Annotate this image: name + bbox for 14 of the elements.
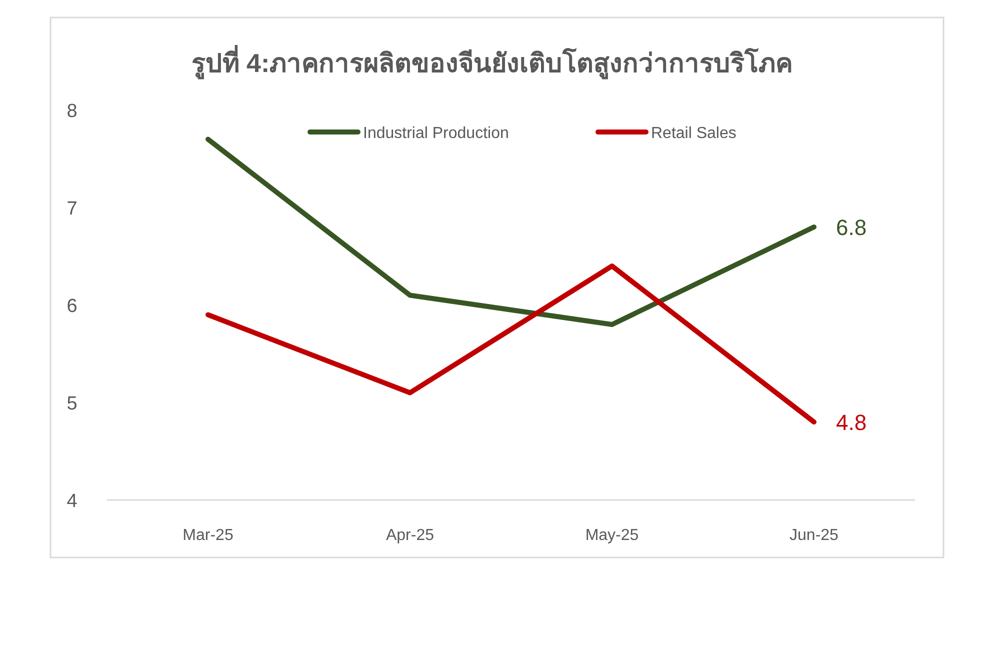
y-tick-label: 7	[66, 198, 78, 220]
data-label: 4.8	[836, 410, 867, 435]
y-tick-label: 8	[66, 101, 78, 122]
legend-label: Retail Sales	[651, 125, 736, 142]
y-tick-label: 4	[66, 491, 78, 512]
legend-label: Industrial Production	[363, 125, 509, 142]
x-tick-label: Apr-25	[386, 527, 434, 544]
x-tick-label: Jun-25	[790, 527, 839, 544]
x-tick-label: May-25	[585, 527, 639, 544]
y-tick-label: 5	[66, 394, 78, 414]
y-tick-label: 6	[66, 296, 78, 317]
data-label: 6.8	[836, 215, 867, 240]
x-tick-label: Mar-25	[182, 527, 234, 544]
chart-title: รูปที่ 4:ภาคการผลิตของจีนยังเติบโตสูงกว่าการบริโภค	[191, 44, 793, 80]
